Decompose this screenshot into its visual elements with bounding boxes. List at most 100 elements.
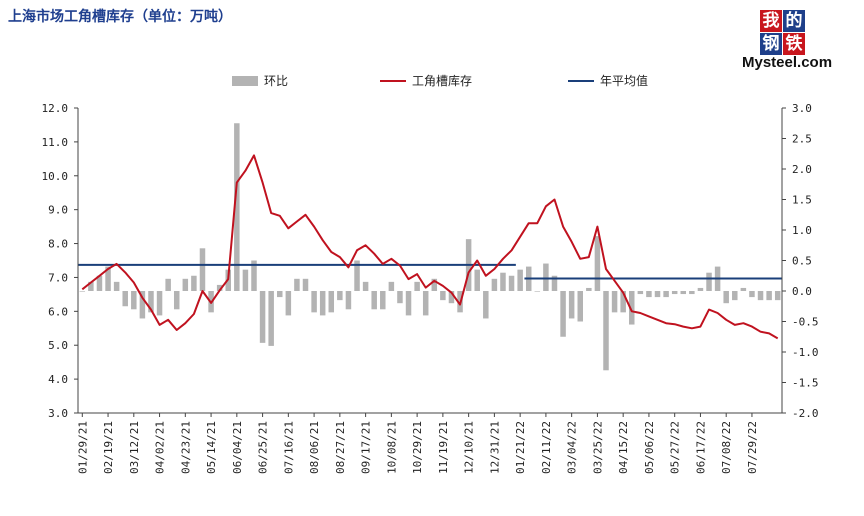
left-tick-label: 12.0: [42, 102, 69, 115]
change-bar: [311, 291, 317, 313]
legend-swatch-bar: [232, 76, 258, 86]
change-bar: [362, 281, 369, 291]
change-bar: [122, 291, 128, 307]
change-bar: [79, 291, 86, 292]
change-bar: [697, 287, 704, 291]
change-bar: [380, 291, 386, 310]
inventory-line: [81, 154, 779, 340]
change-bar: [431, 278, 438, 291]
x-tick-label: 01/21/22: [514, 421, 527, 474]
change-bar: [448, 291, 455, 304]
change-bar: [285, 291, 292, 316]
change-bar: [328, 291, 335, 313]
x-tick-label: 05/06/22: [643, 421, 656, 474]
change-bar: [294, 278, 300, 291]
change-bar: [131, 291, 137, 310]
x-tick-label: 06/17/22: [694, 421, 707, 474]
right-tick-label: -0.5: [792, 316, 819, 329]
change-bar: [96, 275, 103, 291]
change-bar: [199, 248, 206, 291]
change-bar: [165, 278, 171, 291]
change-bar: [663, 291, 669, 298]
right-tick-label: 2.5: [792, 133, 812, 146]
change-bar: [88, 281, 94, 291]
change-bar: [551, 275, 558, 291]
change-bar: [732, 291, 738, 301]
change-bar: [603, 291, 609, 371]
logo-char-3: 钢: [760, 33, 782, 55]
change-bar: [440, 291, 446, 301]
x-tick-label: 11/19/21: [437, 421, 450, 474]
change-bar: [671, 291, 678, 295]
left-tick-label: 7.0: [48, 271, 68, 284]
right-tick-label: 2.0: [792, 163, 812, 176]
change-bar: [680, 291, 687, 295]
x-tick-label: 08/27/21: [334, 421, 347, 474]
left-tick-label: 8.0: [48, 238, 68, 251]
change-bar: [105, 266, 111, 291]
right-tick-label: 3.0: [792, 102, 812, 115]
logo-char-1: 我: [760, 10, 782, 32]
change-bar: [414, 281, 420, 291]
x-tick-label: 07/16/21: [282, 421, 295, 474]
right-tick-label: -1.5: [792, 377, 819, 390]
change-bar: [766, 291, 772, 301]
x-tick-label: 07/29/22: [746, 421, 759, 474]
change-bar: [234, 123, 240, 291]
logo-char-4: 铁: [783, 33, 805, 55]
x-tick-label: 12/31/21: [488, 421, 501, 474]
change-bar: [371, 291, 377, 310]
change-bar: [113, 281, 120, 291]
change-bar: [216, 284, 223, 291]
x-tick-label: 08/06/21: [308, 421, 321, 474]
change-bar: [594, 236, 601, 291]
change-bar: [139, 291, 146, 319]
change-bar: [388, 281, 395, 291]
x-tick-label: 09/17/21: [360, 421, 373, 474]
x-tick-label: 04/02/21: [154, 421, 167, 474]
change-bar: [689, 291, 695, 295]
x-tick-label: 02/11/22: [540, 421, 553, 474]
change-bar: [474, 269, 480, 291]
change-bar: [534, 291, 541, 292]
x-tick-label: 03/25/22: [591, 421, 604, 474]
change-bar: [706, 272, 712, 291]
change-bar: [637, 291, 644, 295]
left-tick-label: 4.0: [48, 373, 68, 386]
change-bar: [611, 291, 618, 313]
change-bar: [302, 278, 309, 291]
change-bar: [268, 291, 274, 346]
change-bar: [337, 291, 343, 301]
change-bar: [757, 291, 764, 301]
x-tick-label: 05/14/21: [205, 421, 218, 474]
left-tick-label: 9.0: [48, 204, 68, 217]
change-bar: [500, 272, 506, 291]
change-bar: [242, 269, 249, 291]
right-tick-label: 0.0: [792, 285, 812, 298]
x-tick-label: 06/04/21: [231, 421, 244, 474]
legend-label: 工角槽库存: [412, 73, 472, 88]
change-bar: [405, 291, 412, 316]
right-tick-label: 1.0: [792, 224, 812, 237]
x-tick-label: 03/04/22: [566, 421, 579, 474]
change-bar: [148, 291, 154, 313]
change-bar: [577, 291, 583, 322]
change-bar: [422, 291, 429, 316]
legend-label: 年平均值: [600, 73, 648, 88]
change-bar: [620, 291, 626, 313]
change-bar: [629, 291, 635, 325]
inventory-line-layer: [81, 154, 779, 340]
x-tick-label: 07/08/22: [720, 421, 733, 474]
legend: 环比 工角槽库存 年平均值: [232, 73, 648, 88]
change-bar: [483, 291, 489, 319]
change-bar: [517, 269, 523, 291]
change-bar: [723, 291, 729, 304]
change-bar: [586, 287, 592, 291]
change-bar: [319, 291, 326, 316]
change-bar: [277, 291, 283, 298]
left-tick-label: 3.0: [48, 407, 68, 420]
change-bar: [508, 275, 515, 291]
logo-wordmark: Mysteel.com: [742, 54, 833, 71]
change-bar: [251, 260, 257, 291]
